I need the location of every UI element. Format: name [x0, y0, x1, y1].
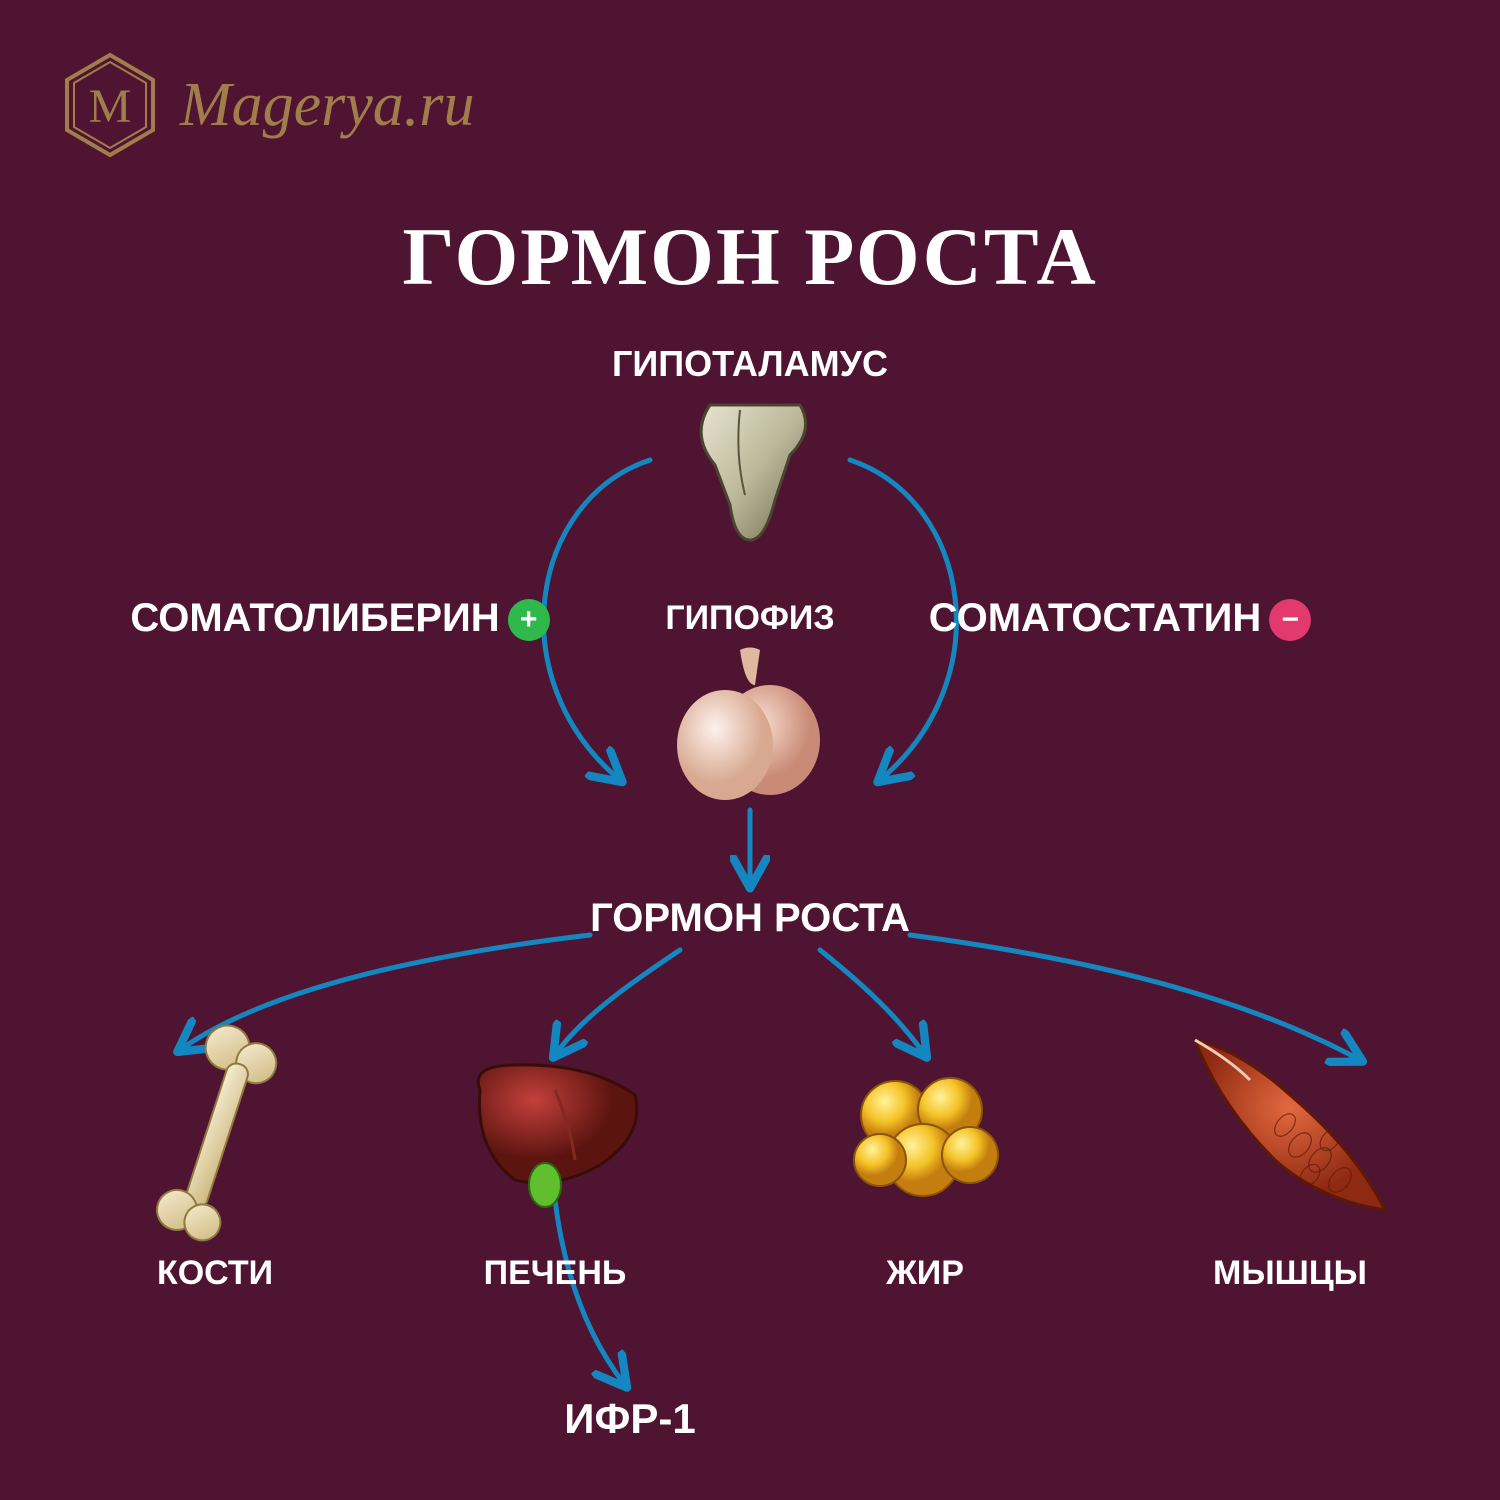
label-igf1: ИФР-1	[0, 1395, 1500, 1443]
label-muscle: МЫШЦЫ	[0, 1254, 1500, 1293]
muscle-icon	[1180, 1025, 1400, 1230]
fat-icon	[845, 1060, 1005, 1215]
bone-icon	[140, 1020, 290, 1255]
label-somatostatin: СОМАТОСТАТИН−	[0, 596, 1500, 641]
hex-logo-icon: M	[60, 50, 160, 160]
arrow	[820, 950, 925, 1055]
arrow	[555, 950, 680, 1055]
brand-name: Magerya.ru	[180, 70, 474, 141]
minus-badge-icon: −	[1269, 599, 1311, 641]
pituitary-icon	[670, 640, 830, 815]
liver-icon	[460, 1055, 650, 1220]
svg-text:M: M	[89, 80, 132, 133]
hypothalamus-icon	[680, 395, 820, 550]
page-title: ГОРМОН РОСТА	[402, 210, 1097, 304]
label-hypothalamus: ГИПОТАЛАМУС	[0, 343, 1500, 385]
brand-logo-area: M Magerya.ru	[60, 50, 474, 160]
label-growth_hormone: ГОРМОН РОСТА	[0, 896, 1500, 941]
